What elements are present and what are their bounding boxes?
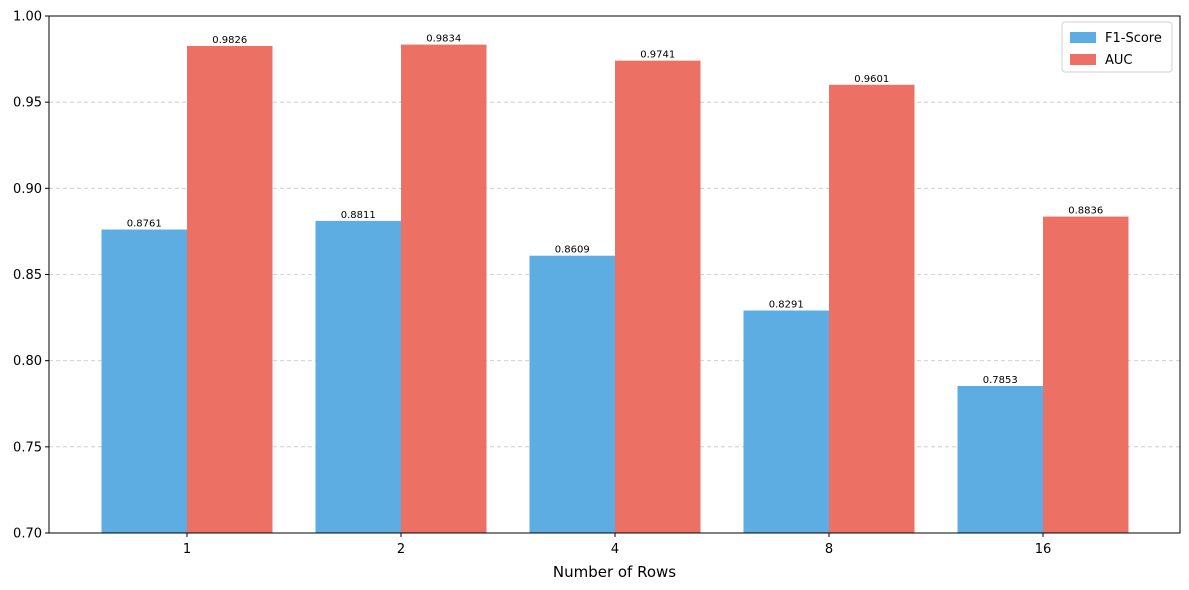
x-tick-label: 2	[397, 542, 405, 557]
bar-auc	[401, 44, 487, 534]
data-label: 0.8836	[1068, 206, 1103, 217]
x-tick-label: 8	[825, 542, 833, 557]
data-label: 0.9834	[426, 34, 461, 45]
x-axis-label: Number of Rows	[553, 563, 676, 581]
bars	[101, 44, 1129, 534]
legend-label: AUC	[1105, 53, 1133, 68]
data-label: 0.9826	[212, 35, 247, 46]
data-label: 0.8811	[341, 210, 376, 221]
x-axis: 1 2 4 8 16	[183, 533, 1051, 557]
bar-auc	[1043, 216, 1129, 533]
y-tick-label: 0.90	[13, 182, 42, 197]
x-tick-label: 16	[1035, 542, 1052, 557]
bar-auc	[615, 60, 701, 533]
y-tick-label: 0.80	[13, 354, 42, 369]
data-label: 0.9601	[854, 74, 889, 85]
y-tick-label: 0.95	[13, 96, 42, 111]
bar-f1-score	[957, 385, 1043, 533]
data-labels: 0.8761 0.9826 0.8811 0.9834 0.8609 0.9741 0.82…	[127, 34, 1104, 386]
bar-f1-score	[529, 255, 615, 533]
data-label: 0.7853	[983, 375, 1018, 386]
legend: F1-Score AUC	[1061, 21, 1173, 73]
bar-f1-score	[101, 229, 187, 533]
data-label: 0.8609	[555, 245, 590, 256]
y-tick-label: 0.70	[13, 527, 42, 542]
bar-f1-score	[315, 220, 401, 533]
y-tick-label: 1.00	[13, 10, 42, 25]
bar-auc	[829, 84, 915, 534]
x-tick-label: 1	[183, 542, 191, 557]
bar-auc	[187, 45, 273, 534]
legend-swatch	[1070, 32, 1096, 43]
bar-f1-score	[743, 310, 829, 533]
data-label: 0.8291	[769, 300, 804, 311]
y-tick-label: 0.75	[13, 440, 42, 455]
legend-swatch	[1070, 54, 1096, 65]
y-tick-label: 0.85	[13, 268, 42, 283]
x-tick-label: 4	[611, 542, 619, 557]
legend-label: F1-Score	[1105, 31, 1162, 46]
data-label: 0.8761	[127, 219, 162, 230]
data-label: 0.9741	[640, 50, 675, 61]
y-axis: 0.70 0.75 0.80 0.85 0.90 0.95 1.00	[13, 10, 49, 542]
